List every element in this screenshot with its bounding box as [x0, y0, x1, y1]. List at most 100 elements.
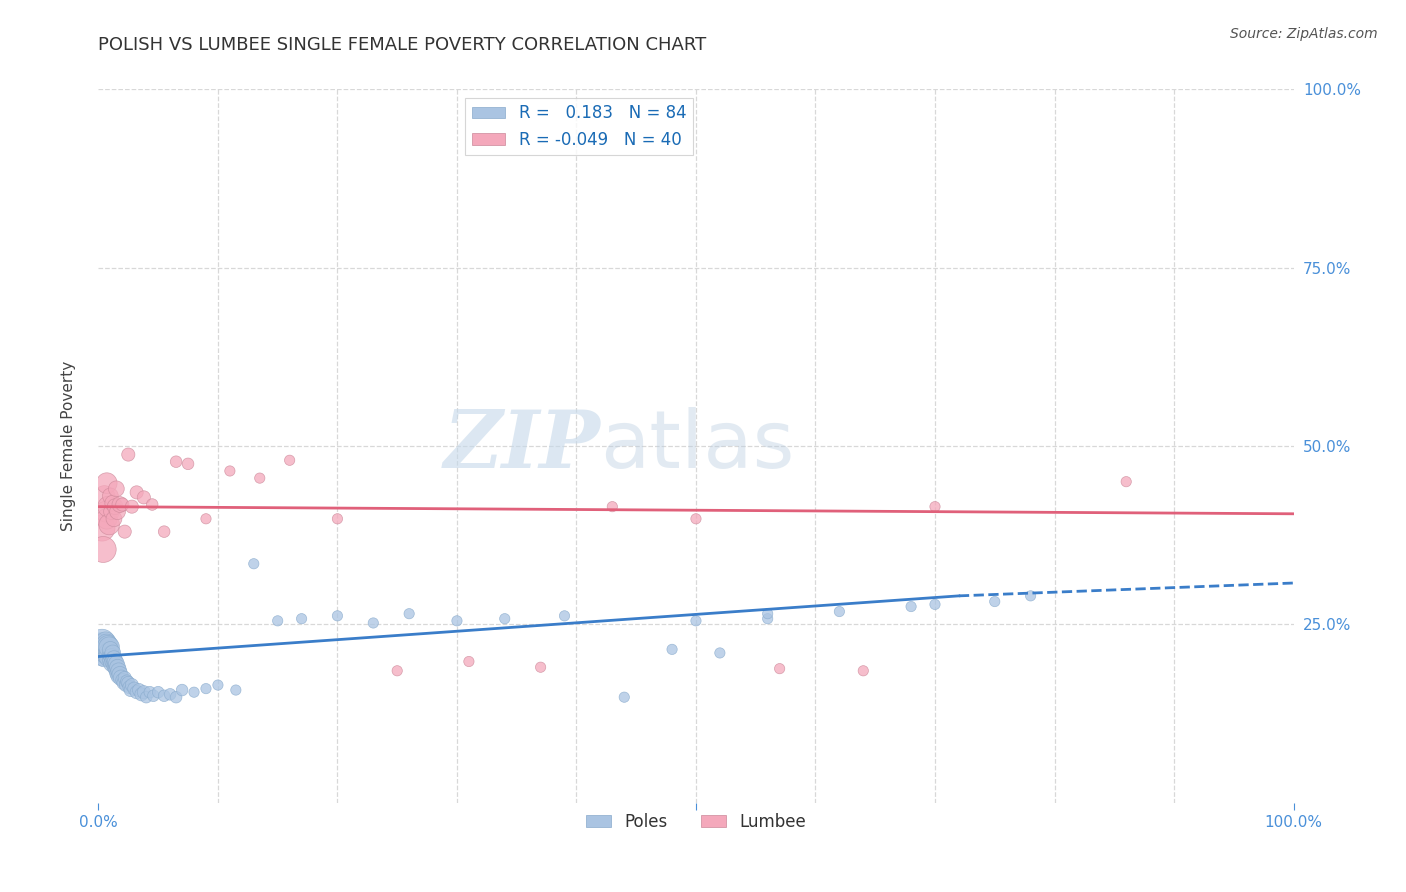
- Point: [709, 646, 731, 660]
- Y-axis label: Single Female Poverty: Single Female Poverty: [60, 361, 76, 531]
- Point: [183, 685, 205, 699]
- Point: [685, 614, 707, 628]
- Point: [96, 637, 118, 651]
- Point: [98, 648, 122, 662]
- Text: ZIP: ZIP: [443, 408, 600, 484]
- Point: [94, 505, 117, 519]
- Point: [111, 673, 134, 687]
- Point: [105, 482, 128, 496]
- Point: [446, 614, 468, 628]
- Point: [93, 489, 115, 503]
- Point: [363, 615, 385, 630]
- Point: [98, 653, 122, 667]
- Point: [118, 680, 141, 694]
- Point: [107, 505, 129, 519]
- Point: [107, 664, 129, 678]
- Point: [139, 685, 162, 699]
- Point: [90, 639, 112, 653]
- Point: [97, 648, 120, 662]
- Point: [924, 598, 946, 612]
- Point: [105, 662, 128, 676]
- Point: [141, 498, 163, 512]
- Point: [768, 662, 790, 676]
- Point: [110, 671, 132, 685]
- Point: [828, 605, 851, 619]
- Point: [91, 521, 114, 535]
- Point: [117, 676, 139, 690]
- Point: [100, 505, 122, 519]
- Point: [107, 669, 129, 683]
- Point: [107, 660, 129, 674]
- Point: [98, 642, 122, 657]
- Point: [94, 639, 117, 653]
- Point: [124, 681, 146, 696]
- Point: [153, 689, 176, 703]
- Point: [219, 464, 242, 478]
- Point: [756, 612, 779, 626]
- Point: [1019, 589, 1042, 603]
- Point: [104, 660, 127, 674]
- Point: [685, 512, 707, 526]
- Point: [326, 608, 349, 623]
- Point: [101, 496, 124, 510]
- Point: [128, 683, 150, 698]
- Point: [924, 500, 946, 514]
- Point: [101, 655, 124, 669]
- Point: [172, 683, 194, 698]
- Point: [107, 665, 129, 680]
- Point: [494, 612, 516, 626]
- Point: [96, 512, 118, 526]
- Point: [554, 608, 576, 623]
- Point: [852, 664, 875, 678]
- Point: [177, 457, 200, 471]
- Point: [103, 512, 125, 526]
- Point: [458, 655, 481, 669]
- Point: [98, 489, 122, 503]
- Point: [96, 644, 118, 658]
- Point: [105, 657, 128, 671]
- Point: [121, 678, 143, 692]
- Text: Source: ZipAtlas.com: Source: ZipAtlas.com: [1230, 27, 1378, 41]
- Point: [97, 639, 120, 653]
- Legend: Poles, Lumbee: Poles, Lumbee: [579, 806, 813, 838]
- Point: [96, 476, 118, 491]
- Point: [91, 635, 114, 649]
- Point: [93, 649, 115, 664]
- Point: [291, 612, 314, 626]
- Point: [91, 642, 114, 657]
- Point: [120, 683, 142, 698]
- Point: [91, 640, 114, 655]
- Point: [101, 646, 124, 660]
- Point: [98, 640, 121, 655]
- Point: [249, 471, 271, 485]
- Point: [96, 640, 118, 655]
- Point: [153, 524, 176, 539]
- Point: [398, 607, 420, 621]
- Point: [104, 655, 127, 669]
- Point: [91, 646, 114, 660]
- Point: [104, 500, 127, 514]
- Point: [94, 635, 117, 649]
- Point: [165, 690, 187, 705]
- Point: [530, 660, 553, 674]
- Point: [108, 498, 131, 512]
- Point: [121, 500, 143, 514]
- Point: [117, 448, 139, 462]
- Point: [94, 646, 117, 660]
- Point: [108, 667, 131, 681]
- Point: [756, 607, 779, 621]
- Point: [142, 689, 165, 703]
- Point: [131, 687, 153, 701]
- Point: [385, 664, 409, 678]
- Point: [207, 678, 229, 692]
- Point: [225, 683, 247, 698]
- Point: [114, 671, 136, 685]
- Point: [93, 642, 115, 657]
- Point: [97, 500, 120, 514]
- Point: [602, 500, 624, 514]
- Point: [100, 657, 122, 671]
- Point: [132, 685, 155, 699]
- Point: [243, 557, 266, 571]
- Point: [278, 453, 301, 467]
- Point: [100, 649, 122, 664]
